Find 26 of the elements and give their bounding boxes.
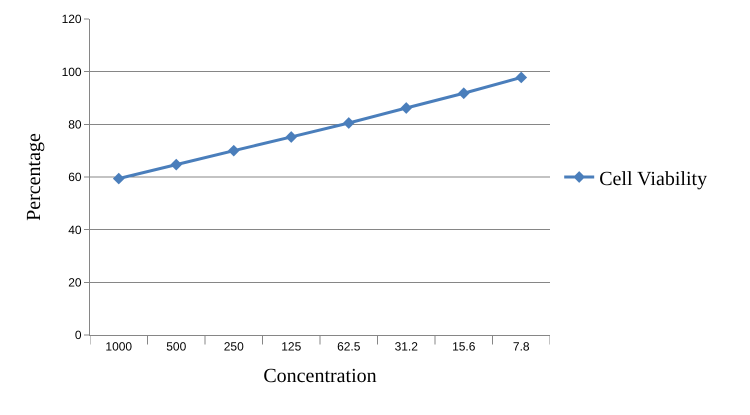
x-tick-label: 1000 [105,339,132,354]
x-tick-label: 7.8 [512,339,530,354]
legend-label: Cell Viability [599,168,708,190]
y-tick-label: 120 [62,12,82,26]
x-tick-label: 15.6 [452,339,476,354]
y-tick-label: 60 [68,170,82,184]
y-tick-label: 80 [68,118,82,132]
y-tick-label: 40 [68,222,82,237]
x-axis-title: Concentration [263,364,377,387]
y-tick-label: 100 [62,64,82,79]
point [515,72,528,84]
point [285,131,298,143]
x-tick-label: 500 [166,339,187,354]
x-tick-label: 125 [281,339,302,354]
point [170,158,182,170]
point [458,87,470,100]
x-tick-label: 31.2 [394,339,418,354]
point [112,172,125,184]
x-tick-label: 62.5 [337,339,361,354]
y-tick-label: 0 [74,328,82,342]
point [228,144,240,157]
point [342,117,355,129]
x-tick-label: 250 [224,339,244,354]
y-tick-label: 20 [68,276,82,290]
y-axis-title: Percentage [23,133,46,221]
point [400,102,412,114]
